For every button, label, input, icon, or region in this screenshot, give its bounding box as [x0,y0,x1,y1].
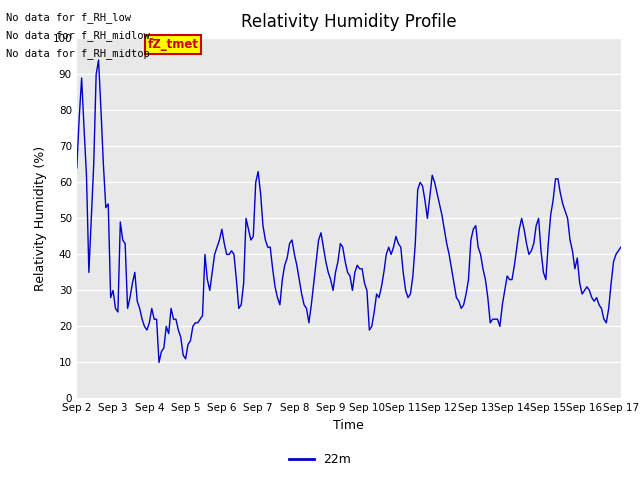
Text: No data for f_RH_low: No data for f_RH_low [6,12,131,23]
Title: Relativity Humidity Profile: Relativity Humidity Profile [241,13,456,31]
X-axis label: Time: Time [333,419,364,432]
Text: No data for f_RH_midlow: No data for f_RH_midlow [6,30,150,41]
Text: fZ_tmet: fZ_tmet [147,38,198,51]
Legend: 22m: 22m [284,448,356,471]
Text: No data for f_RH_midtop: No data for f_RH_midtop [6,48,150,60]
Y-axis label: Relativity Humidity (%): Relativity Humidity (%) [34,146,47,291]
